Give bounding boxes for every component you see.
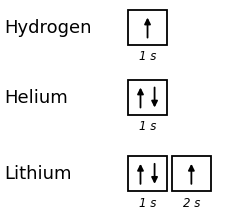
Text: 2 s: 2 s bbox=[183, 197, 200, 210]
Bar bbox=[128, 156, 167, 191]
Text: Helium: Helium bbox=[5, 89, 68, 106]
Text: Hydrogen: Hydrogen bbox=[5, 19, 92, 36]
Bar bbox=[172, 156, 211, 191]
Bar bbox=[128, 80, 167, 115]
Text: 1 s: 1 s bbox=[139, 50, 156, 63]
Text: Lithium: Lithium bbox=[5, 165, 72, 183]
Bar bbox=[128, 10, 167, 45]
Text: 1 s: 1 s bbox=[139, 197, 156, 210]
Text: 1 s: 1 s bbox=[139, 120, 156, 133]
